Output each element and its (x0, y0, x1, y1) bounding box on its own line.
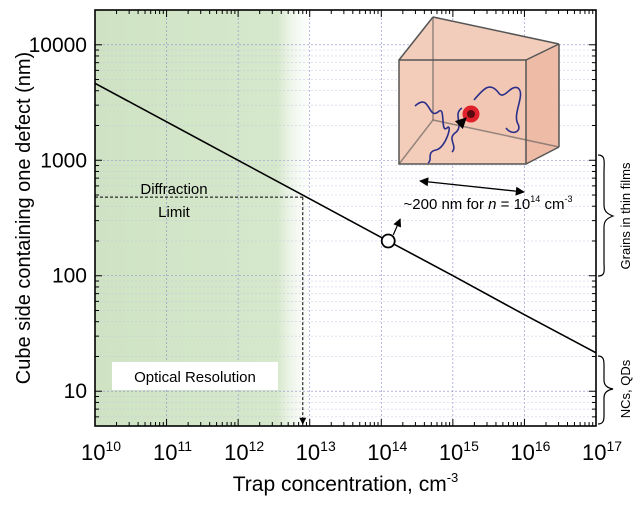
x-tick-label: 1012 (224, 438, 264, 465)
y-tick-labels: 10 100 1000 10000 (29, 34, 87, 403)
x-tick-label: 1010 (81, 438, 121, 465)
x-tick-label: 1014 (367, 438, 407, 465)
y-tick-label: 10000 (29, 34, 87, 57)
defect-capture-arrow (454, 117, 467, 130)
x-tick-labels: 1010 1011 1012 1013 1014 1015 1016 1017 (81, 438, 622, 465)
grains-bracket-label: Grains in thin films (618, 162, 633, 269)
ncs-bracket: NCs, QDs (597, 355, 633, 425)
grains-brace (597, 154, 615, 277)
ncs-bracket-label: NCs, QDs (618, 359, 633, 418)
defect-core (467, 110, 475, 118)
optical-resolution-text: Optical Resolution (134, 369, 256, 386)
cube-front-face (399, 60, 526, 164)
plot-frame (94, 9, 597, 427)
cube-size-label: ~200 nm for n = 1014 cm-3 (404, 194, 573, 213)
series-line-layer (94, 82, 597, 354)
cube-side-face (526, 44, 559, 164)
grains-bracket: Grains in thin films (597, 154, 633, 277)
x-tick-label: 1013 (296, 438, 336, 465)
diffraction-limit-label-line2: Limit (158, 204, 191, 221)
x-axis-label: Trap concentration, cm-3 (233, 470, 459, 496)
optical-resolution-box (112, 362, 278, 390)
trajectory-path-left (414, 101, 451, 164)
cube-illustration (398, 16, 560, 165)
cube-top-face (399, 17, 559, 60)
y-axis-label: Cube side containing one defect (nm) (13, 52, 35, 384)
point-pointer-arrow (392, 218, 402, 236)
x-tick-label: 1011 (153, 438, 192, 465)
x-tick-label: 1016 (510, 438, 550, 465)
trajectory-path-right (473, 86, 522, 134)
y-tick-label: 10 (64, 380, 87, 403)
ncs-brace (597, 355, 614, 425)
x-tick-label: 1017 (582, 438, 622, 465)
x-tick-label: 1015 (439, 438, 479, 465)
trajectory-path-center (451, 107, 463, 153)
axis-ticks (94, 9, 597, 427)
diffraction-limit-label-line1: Diffraction (140, 181, 207, 198)
series-line (94, 82, 597, 354)
highlight-point (380, 233, 396, 249)
diffraction-limit-lines (95, 196, 307, 425)
optical-resolution-label: Optical Resolution (112, 362, 278, 390)
cube-edges (398, 16, 560, 165)
y-tick-label: 100 (52, 265, 87, 288)
y-tick-label: 1000 (40, 149, 87, 172)
cube-dimension-arrow (419, 177, 525, 196)
